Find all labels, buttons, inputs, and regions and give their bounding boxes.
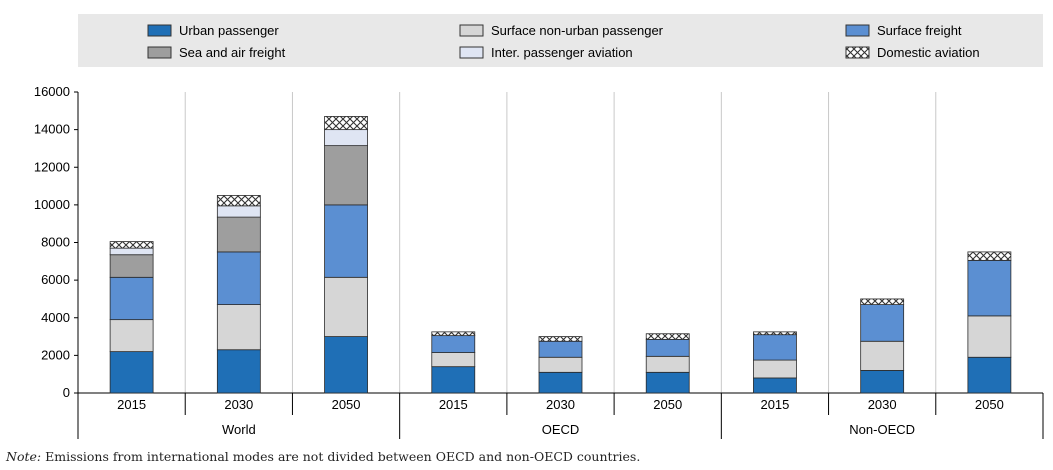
legend-label: Urban passenger [179, 23, 279, 38]
bar-segment-surface-non-urban-passenger [324, 276, 368, 337]
bar-segment-domestic-aviation [645, 333, 690, 340]
y-tick-label: 0 [63, 385, 70, 400]
bar-segment-surface-non-urban-passenger [860, 340, 905, 371]
legend-swatch-surface-non-urban-passenger [459, 24, 484, 37]
y-tick-label: 10000 [34, 197, 70, 212]
bar-segment-urban-passenger [216, 349, 261, 394]
stacked-bar-chart: Urban passenger Surface non-urban passeng… [34, 14, 1044, 439]
legend-label: Surface freight [877, 23, 962, 38]
legend-label: Domestic aviation [877, 45, 980, 60]
y-tick-label: 6000 [41, 272, 70, 287]
bar-segment-sea-and-air-freight [324, 145, 368, 206]
bar-segment-urban-passenger [645, 371, 690, 394]
bar-segment-urban-passenger [538, 371, 583, 394]
y-tick-label: 2000 [41, 347, 70, 362]
bar-segment-urban-passenger [324, 336, 368, 394]
legend-swatch-surface-freight [845, 24, 870, 37]
legend-label: Inter. passenger aviation [491, 45, 633, 60]
bar-segment-domestic-aviation [431, 331, 476, 337]
x-tick-label: 2030 [868, 397, 897, 412]
bar-segment-domestic-aviation [967, 251, 1012, 261]
group-label: OECD [542, 422, 580, 437]
bar-segment-surface-freight [216, 251, 261, 305]
bar-segment-inter-passenger-aviation [324, 129, 368, 147]
x-tick-label: 2015 [760, 397, 789, 412]
bar-segment-urban-passenger [109, 351, 154, 394]
legend-background [78, 14, 1043, 67]
legend-label: Surface non-urban passenger [491, 23, 664, 38]
bar-segment-urban-passenger [967, 356, 1012, 394]
bar-segment-surface-freight [645, 338, 690, 357]
bar-segment-urban-passenger [431, 366, 476, 394]
bar-segment-surface-non-urban-passenger [538, 356, 583, 373]
group-label: World [222, 422, 256, 437]
bar-segment-domestic-aviation [538, 336, 583, 342]
group-label: Non-OECD [849, 422, 915, 437]
bar-segment-domestic-aviation [324, 116, 368, 131]
x-tick-label: 2050 [975, 397, 1004, 412]
bar-segment-surface-freight [967, 259, 1012, 317]
bar-segment-urban-passenger [753, 377, 797, 394]
bar-segment-domestic-aviation [216, 195, 261, 207]
bar-segment-sea-and-air-freight [216, 216, 261, 253]
y-tick-label: 12000 [34, 159, 70, 174]
bar-segment-domestic-aviation [753, 331, 797, 336]
bar-segment-urban-passenger [860, 370, 905, 394]
y-tick-label: 4000 [41, 310, 70, 325]
chart-note: Note: Emissions from international modes… [6, 449, 640, 464]
note-label: Note: [6, 449, 42, 464]
bar-segment-surface-freight [538, 340, 583, 358]
x-tick-label: 2050 [653, 397, 682, 412]
bar-segment-surface-freight [431, 335, 476, 353]
bar-segment-surface-freight [860, 304, 905, 342]
bar-segment-surface-non-urban-passenger [431, 352, 476, 368]
legend-swatch-domestic-aviation [845, 46, 870, 59]
y-tick-label: 8000 [41, 235, 70, 250]
note-text: Emissions from international modes are n… [45, 449, 641, 464]
x-tick-label: 2015 [117, 397, 146, 412]
bar-segment-surface-non-urban-passenger [967, 315, 1012, 358]
bar-segment-sea-and-air-freight [109, 254, 154, 278]
bar-segment-surface-non-urban-passenger [109, 319, 154, 353]
x-tick-label: 2015 [439, 397, 468, 412]
chart-canvas: Urban passenger Surface non-urban passeng… [34, 14, 1044, 439]
bar-segment-surface-freight [324, 204, 368, 278]
legend-label: Sea and air freight [179, 45, 286, 60]
bar-segment-domestic-aviation [109, 241, 154, 249]
bar-segment-surface-non-urban-passenger [216, 304, 261, 351]
bar-segment-surface-freight [753, 334, 797, 361]
bar-segment-domestic-aviation [860, 298, 905, 305]
bar-segment-inter-passenger-aviation [109, 247, 154, 256]
legend-swatch-urban-passenger [147, 24, 172, 37]
legend-swatch-inter-passenger-aviation [459, 46, 484, 59]
y-tick-label: 16000 [34, 84, 70, 99]
bar-segment-surface-freight [109, 276, 154, 321]
x-tick-label: 2030 [224, 397, 253, 412]
bar-segment-surface-non-urban-passenger [753, 359, 797, 379]
bar-segment-inter-passenger-aviation [216, 205, 261, 218]
x-tick-label: 2030 [546, 397, 575, 412]
legend-swatch-sea-and-air-freight [147, 46, 172, 59]
bar-segment-surface-non-urban-passenger [645, 355, 690, 373]
y-tick-label: 14000 [34, 122, 70, 137]
x-tick-label: 2050 [332, 397, 361, 412]
